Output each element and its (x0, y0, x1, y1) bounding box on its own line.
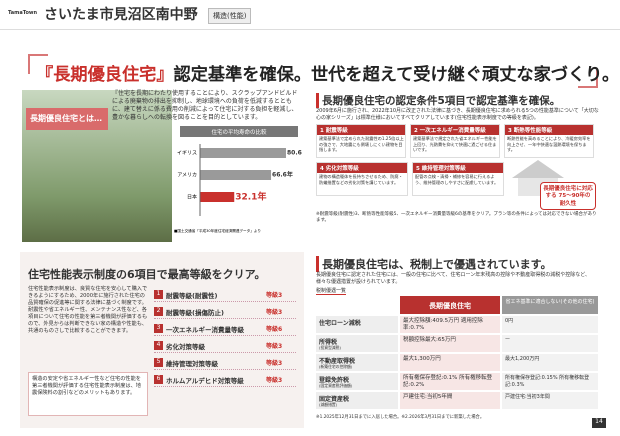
condition-text: 建築基準法で定められた耐震性の1.25倍以上の強さで、大地震にも倒壊しにくい建物… (319, 136, 404, 153)
category-label: アメリカ (177, 173, 197, 179)
condition-title: 3 断熱等性能等級 (505, 125, 593, 135)
row-label: 不動産取得税 (316, 354, 398, 371)
condition-title: 2 一次エネルギー消費量等級 (411, 125, 499, 135)
tax-note: ※1.2025年12月31日までに入居した場合。※2.2026年3月31日までに… (316, 415, 485, 420)
grade-no: 3 (154, 324, 163, 333)
bar (200, 170, 272, 180)
page-number: 14 (592, 418, 606, 428)
cell: 戸建住宅:当初3年間 (502, 392, 598, 409)
grade-row: 1 耐震等級(耐震性) 等級3 (154, 288, 296, 302)
row-label: 住宅ローン減税 (316, 316, 398, 333)
chart-title: 住宅の平均寿命の比較 (180, 126, 298, 137)
condition-box: 5 維持管理対策等級 配管の点検・清掃・補修を容易に行えるよう、維持管理のしやすさ… (412, 162, 504, 196)
value-label: 66.6年 (272, 171, 293, 179)
grade-row: 6 ホルムアルデヒド対策等級 等級3 (154, 373, 296, 387)
category-label: イギリス (177, 151, 197, 157)
cell: 最大1,200万円 (502, 354, 598, 371)
grade-name: 耐震等級(耐震性) (166, 292, 218, 300)
grade-name: 劣化対策等級 (166, 343, 205, 351)
rule (0, 29, 620, 30)
table-caption: 税制優遇一覧 (316, 288, 347, 295)
headline: 『長期優良住宅』認定基準を確保。世代を超えて受け継ぐ頑丈な家づくり。 (36, 60, 619, 85)
row-sub: (投資型減税) (319, 345, 341, 350)
table-head: 長期優良住宅 (400, 296, 500, 314)
grade-value: 等級3 (266, 343, 283, 350)
value-label: 80.6年 (287, 149, 302, 157)
grade-no: 6 (154, 375, 163, 384)
headline-text: 認定基準を確保。世代を超えて受け継ぐ頑丈な家づくり。 (173, 65, 620, 85)
condition-box: 1 耐震等級 建築基準法で定められた耐震性の1.25倍以上の強さで、大地震にも倒壊… (316, 124, 406, 158)
section-title: 住宅性能表示制度の6項目で最高等級をクリア。 (28, 268, 266, 281)
grade-name: 維持管理対策等級 (166, 360, 218, 368)
condition-box: 4 劣化対策等級 建物の構造躯体を長持ちさせるため、防腐・防蟻措置などの劣化対策を… (316, 162, 408, 196)
section-text: 長期優良住宅に認定された住宅には、一般の住宅に比べて、住宅ローン年末残高の控除や… (316, 272, 591, 285)
section-text: 2009年6月に施行され、2022年10月に改正された法律に基づき、長期優良住宅… (316, 108, 599, 121)
grade-no: 5 (154, 358, 163, 367)
condition-box: 2 一次エネルギー消費量等級 建築基準法で規定された省エネルギー性能を上回り、光熱… (410, 124, 500, 158)
value-label: 32.1年 (235, 191, 266, 203)
row-label: 登録免許税 (316, 373, 398, 390)
row-label: 固定資産税 (316, 392, 398, 409)
row-label: 所得税 (316, 335, 398, 352)
grade-value: 等級3 (266, 377, 283, 384)
house (512, 160, 564, 178)
bar (200, 148, 286, 158)
row-sub: (減額措置) (319, 402, 338, 407)
conditions-note: ※耐震等級(耐震性)3、断熱等性能等級5、一次エネルギー消費量等級6の基準をクリ… (316, 212, 597, 224)
bar (200, 192, 235, 202)
grade-value: 等級6 (266, 326, 283, 333)
grade-name: 耐震等級(損傷防止) (166, 309, 224, 317)
row-sub: (固定資産税評価額) (319, 383, 353, 388)
grade-name: ホルムアルデヒド対策等級 (166, 377, 244, 385)
cell: ー (502, 335, 598, 352)
chart-note: ■国土交通省「平成30年度住宅経済関連データ」より (174, 228, 261, 233)
condition-text: 建物の構造躯体を長持ちさせるため、防腐・防蟻措置などの劣化対策を講じています。 (319, 174, 403, 185)
condition-text: 配管の点検・清掃・補修を容易に行えるよう、維持管理のしやすさに配慮しています。 (415, 174, 499, 185)
grade-no: 4 (154, 341, 163, 350)
condition-title: 5 維持管理対策等級 (413, 163, 503, 173)
section-title: 長期優良住宅は、税制上で優遇されています。 (316, 256, 552, 272)
row-sub: (新築住宅の控除額) (319, 364, 353, 369)
grade-row: 5 維持管理対策等級 等級3 (154, 356, 296, 370)
cell: 0円 (502, 316, 598, 333)
frame (28, 54, 48, 74)
grade-value: 等級3 (266, 309, 283, 316)
grade-no: 1 (154, 290, 163, 299)
intro-label: 長期優良住宅とは… (26, 108, 108, 130)
intro-text: 『住宅を長期にわたり使用することにより、スクラップアンドビルドによる廃棄物の排出… (112, 90, 298, 122)
category-label: 日本 (187, 194, 197, 201)
section-text: 住宅性能表示制度は、良質な住宅を安心して購入できるようにするため、2000年に施… (28, 286, 148, 335)
grade-row: 2 耐震等級(損傷防止) 等級3 (154, 305, 296, 319)
cell: 戸建住宅:当初5年間 (400, 392, 500, 409)
badge: 構造(性能) (208, 8, 252, 24)
cell: 最大1,300万円 (400, 354, 500, 371)
grade-row: 3 一次エネルギー消費量等級 等級6 (154, 322, 296, 336)
cell: 所有権保存登記:0.1% 所有権移転登記:0.2% (400, 373, 500, 390)
section-title: 長期優良住宅の認定条件5項目で認定基準を確保。 (316, 93, 560, 108)
headline-highlight: 『長期優良住宅』 (36, 65, 174, 85)
condition-text: 建築基準法で規定された省エネルギー性能を上回り、光熱費を抑えて快適に過ごせる住ま… (413, 136, 497, 153)
condition-box: 3 断熱等性能等級 断熱性能を高めることにより、冷暖房効率を向上させ、一年中快適な… (504, 124, 594, 158)
cell: 所有権保存登記:0.15% 所有権移転登記:0.3% (502, 373, 598, 390)
table-head: 省エネ基準に適合しない(その他の住宅) (502, 296, 598, 314)
condition-title: 1 耐震等級 (317, 125, 405, 135)
grade-name: 一次エネルギー消費量等級 (166, 326, 244, 334)
grade-row: 4 劣化対策等級 等級3 (154, 339, 296, 353)
condition-title: 4 劣化対策等級 (317, 163, 407, 173)
frame (578, 70, 598, 88)
cell: 税額控除最大:65万円 (400, 335, 500, 352)
grade-value: 等級3 (266, 360, 283, 367)
condition-text: 断熱性能を高めることにより、冷暖房効率を向上させ、一年中快適な温熱環境を保ちます… (507, 136, 591, 153)
cell: 最大控除額:409.5万円 適用控除率:0.7% (400, 316, 500, 333)
site-title: さいたま市見沼区南中野 (44, 7, 198, 23)
grade-no: 2 (154, 307, 163, 316)
grade-value: 等級3 (266, 292, 283, 299)
brand: TamaTown (8, 10, 38, 16)
durability-badge: 長期優良住宅に対応する 75〜90年の耐久性 (540, 182, 596, 210)
grades-note: 構造の安定や省エネルギー性など住宅の性能を第三者機関が評価する住宅性能表示制度は… (28, 372, 148, 416)
